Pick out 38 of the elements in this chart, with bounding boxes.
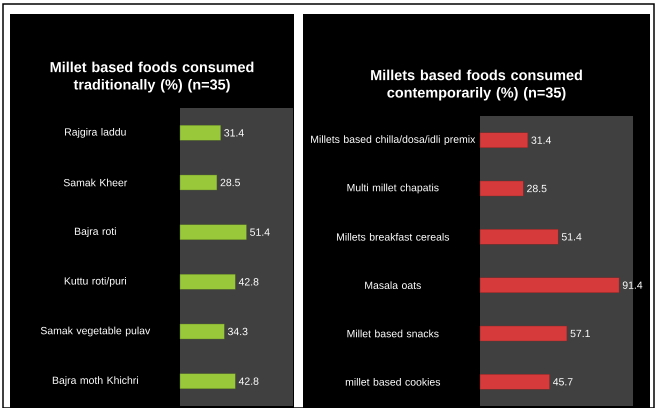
y-tick-label: Millets based chilla/dosa/idli premix: [311, 135, 476, 146]
data-label: 31.4: [531, 136, 552, 144]
y-tick-label: Millets breakfast cereals: [336, 233, 450, 241]
bar: [480, 180, 524, 196]
bar: [180, 125, 221, 141]
bar: [180, 373, 236, 389]
data-label: 45.7: [552, 378, 573, 386]
bar: [480, 277, 620, 293]
data-label: 31.4: [224, 129, 244, 137]
data-label: 51.4: [250, 228, 270, 236]
y-tick-label: Samak Kheer: [64, 178, 128, 186]
y-tick-label: Multi millet chapatis: [347, 184, 439, 194]
y-tick-label: millet based cookies: [346, 378, 440, 386]
data-label: 28.5: [527, 184, 546, 192]
y-tick-label: Rajgira laddu: [65, 128, 126, 138]
data-label: 34.3: [228, 328, 248, 336]
chart-title: Millet based foods consumed traditionally (%) (n=35): [50, 62, 254, 93]
data-label: 28.5: [220, 178, 240, 186]
data-label: 42.8: [238, 377, 258, 385]
bar: [480, 326, 568, 342]
bar: [180, 324, 225, 340]
y-tick-label: Samak vegetable pulav: [40, 326, 150, 336]
bar: [180, 274, 236, 290]
data-label: 91.4: [622, 281, 642, 289]
bar: [180, 224, 247, 240]
bar: [480, 229, 558, 245]
y-tick-label: Bajra moth Khichri: [52, 376, 138, 386]
y-tick-label: Bajra roti: [74, 227, 116, 238]
bar: [180, 174, 218, 190]
bar: [480, 374, 550, 390]
data-label: 57.1: [570, 330, 590, 338]
y-tick-label: Millet based snacks: [347, 330, 439, 338]
y-tick-label: Masala oats: [365, 281, 421, 290]
bar: [480, 132, 528, 148]
chart-title: Millets based foods consumed contemporarily (%) (n=35): [371, 70, 582, 101]
data-label: 51.4: [562, 233, 582, 240]
data-label: 42.8: [238, 278, 258, 286]
y-tick-label: Kuttu roti/puri: [64, 276, 126, 287]
